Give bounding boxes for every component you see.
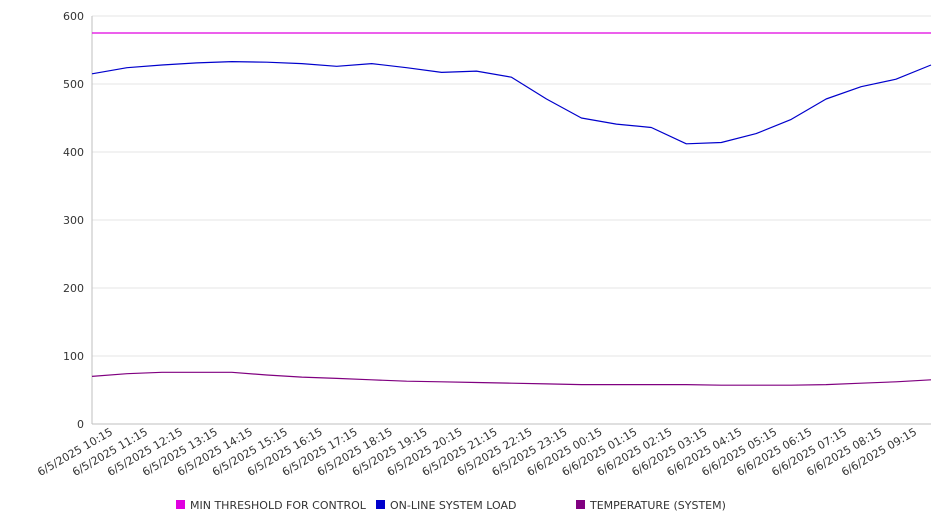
legend: MIN THRESHOLD FOR CONTROL ON-LINE SYSTEM … <box>176 499 726 512</box>
legend-swatch <box>176 500 185 509</box>
legend-label: MIN THRESHOLD FOR CONTROL <box>190 499 367 512</box>
series-line-1 <box>91 60 932 145</box>
y-tick-label: 300 <box>63 214 84 227</box>
y-tick-label: 0 <box>77 418 84 431</box>
series-lines <box>91 32 932 386</box>
legend-swatch <box>376 500 385 509</box>
series-line-2 <box>91 371 932 386</box>
y-tick-label: 100 <box>63 350 84 363</box>
y-tick-label: 400 <box>63 146 84 159</box>
y-tick-label: 600 <box>63 10 84 23</box>
axes <box>91 16 931 425</box>
legend-label: ON-LINE SYSTEM LOAD <box>390 499 516 512</box>
legend-label: TEMPERATURE (SYSTEM) <box>589 499 726 512</box>
legend-swatch <box>576 500 585 509</box>
y-tick-label: 500 <box>63 78 84 91</box>
gridlines <box>92 15 931 357</box>
y-tick-label: 200 <box>63 282 84 295</box>
